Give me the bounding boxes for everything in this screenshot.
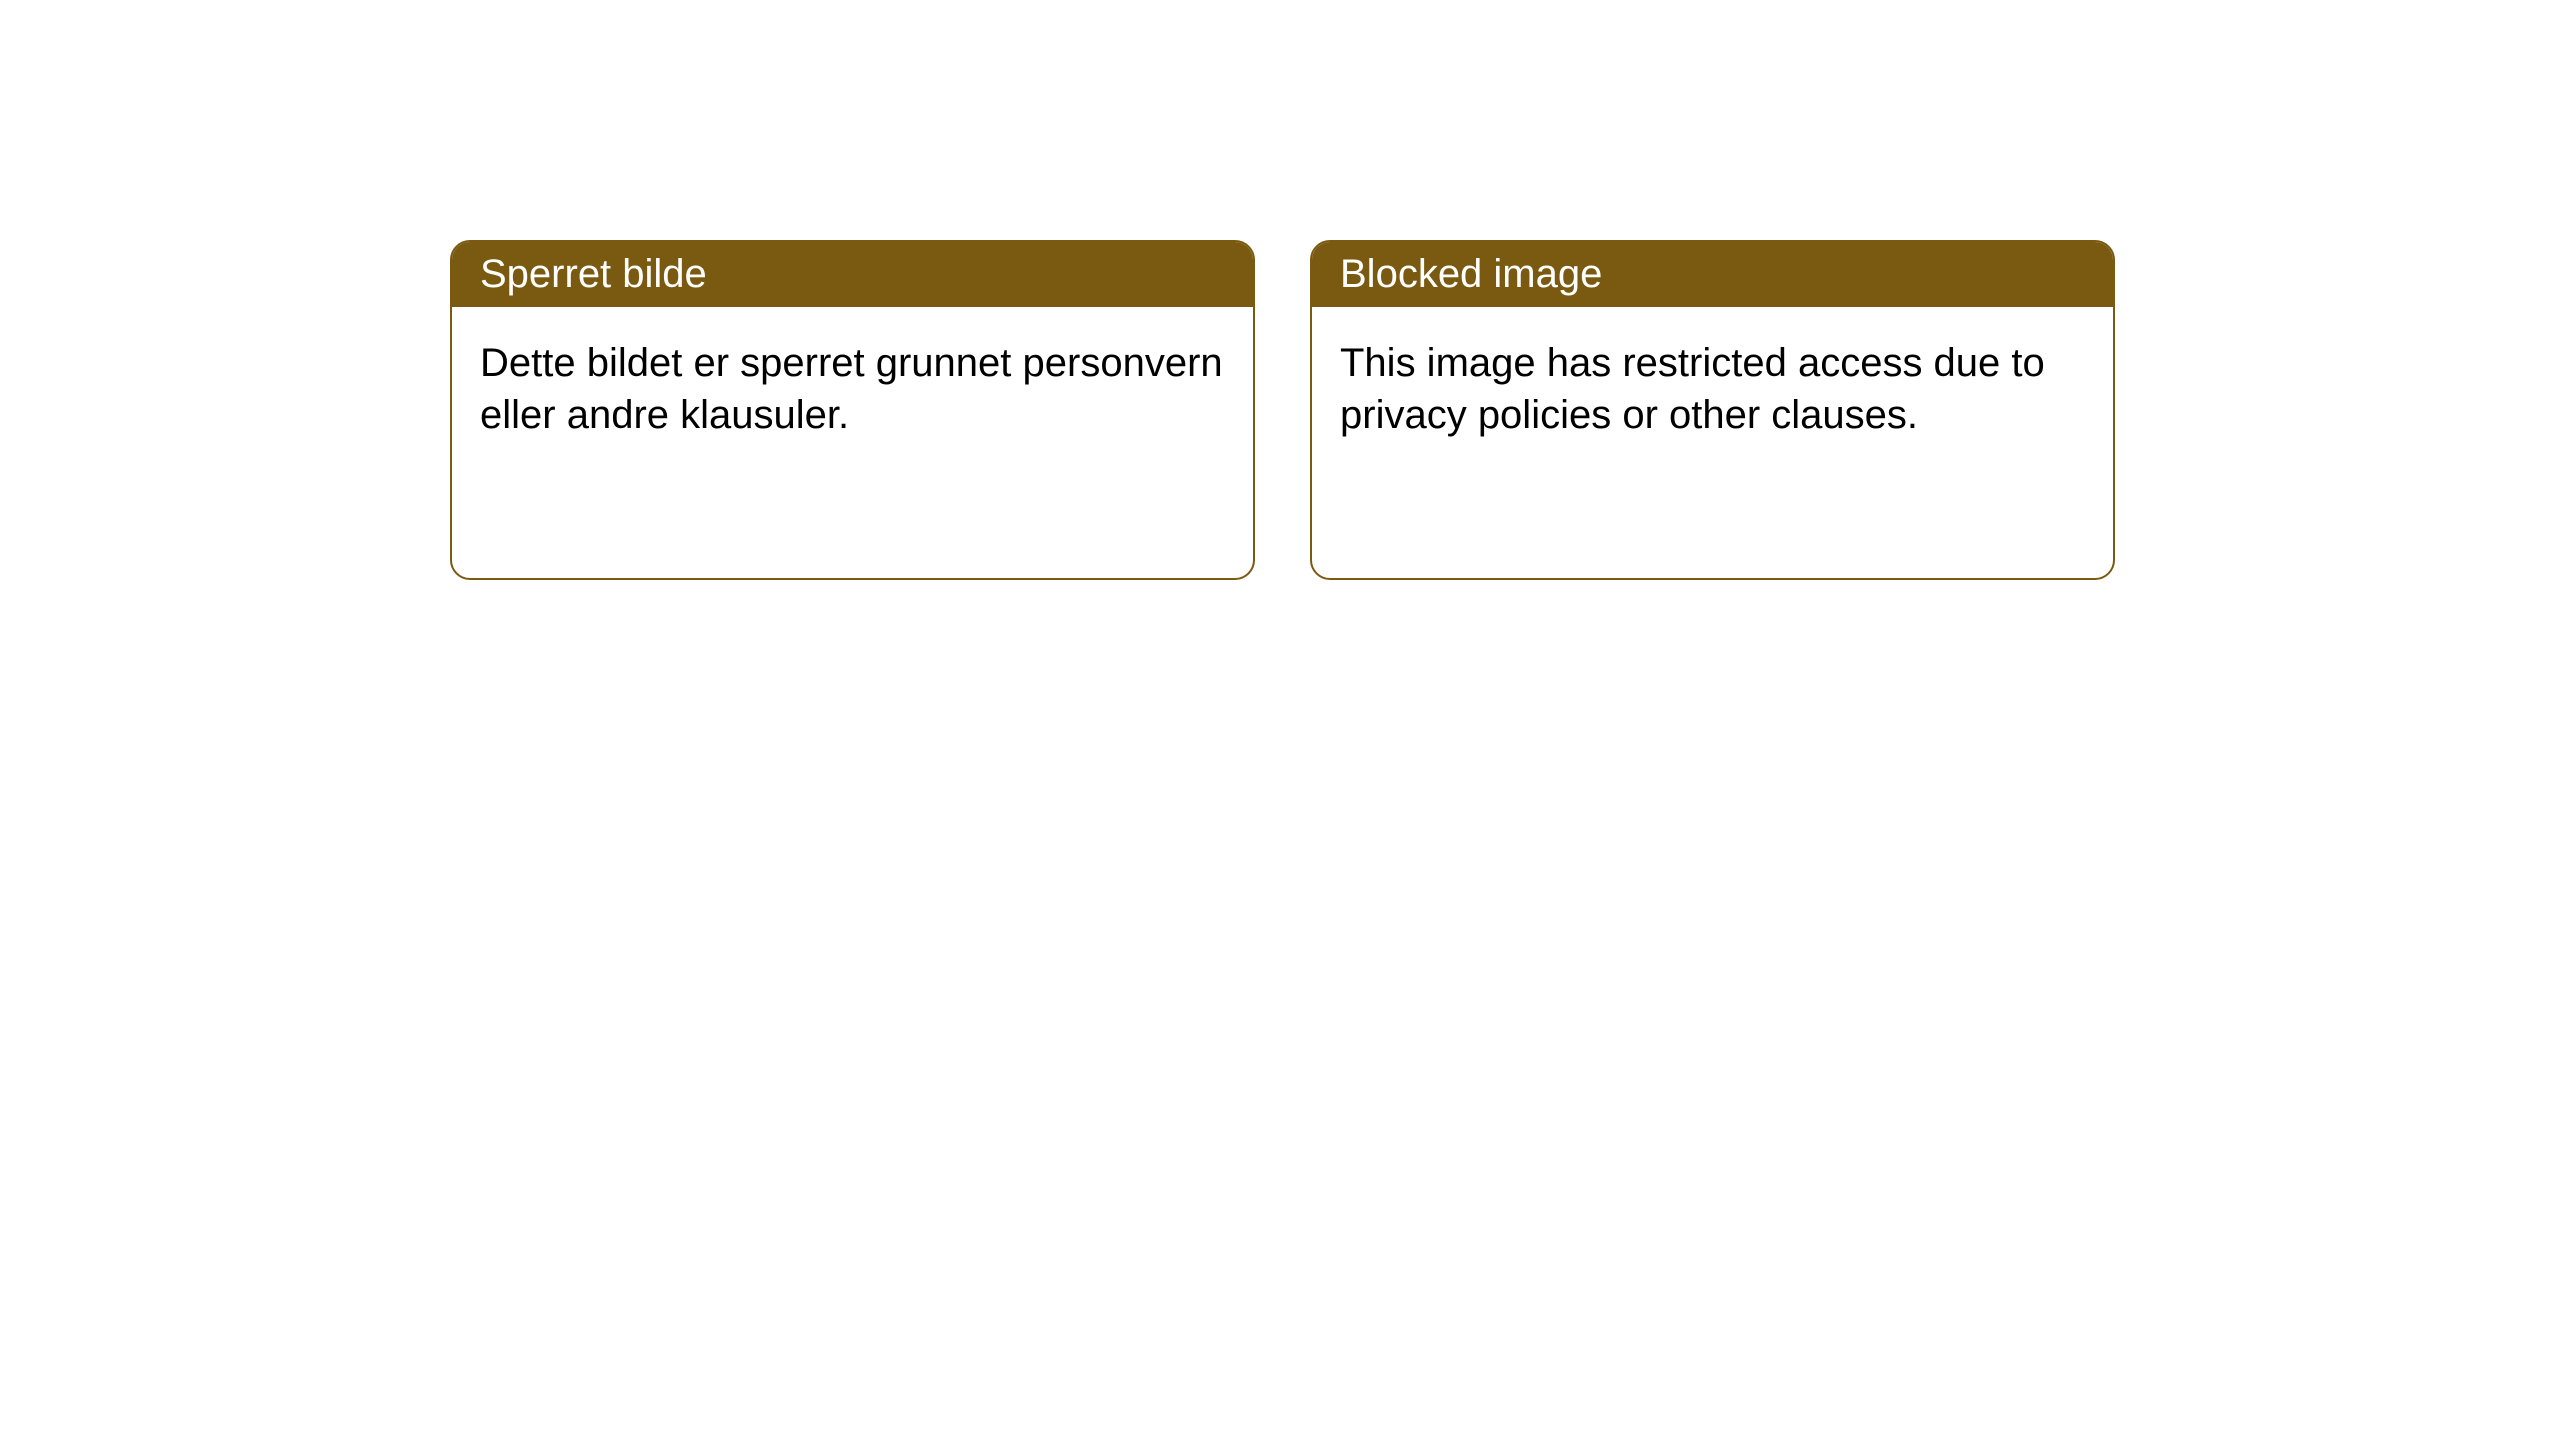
card-body-text: Dette bildet er sperret grunnet personve… [480, 341, 1223, 437]
card-header: Blocked image [1312, 242, 2113, 307]
card-title: Sperret bilde [480, 252, 707, 296]
notice-card-english: Blocked image This image has restricted … [1310, 240, 2115, 580]
notice-cards-container: Sperret bilde Dette bildet er sperret gr… [450, 240, 2115, 580]
card-title: Blocked image [1340, 252, 1602, 296]
card-body-text: This image has restricted access due to … [1340, 341, 2045, 437]
card-header: Sperret bilde [452, 242, 1253, 307]
card-body: Dette bildet er sperret grunnet personve… [452, 307, 1253, 471]
card-body: This image has restricted access due to … [1312, 307, 2113, 471]
notice-card-norwegian: Sperret bilde Dette bildet er sperret gr… [450, 240, 1255, 580]
